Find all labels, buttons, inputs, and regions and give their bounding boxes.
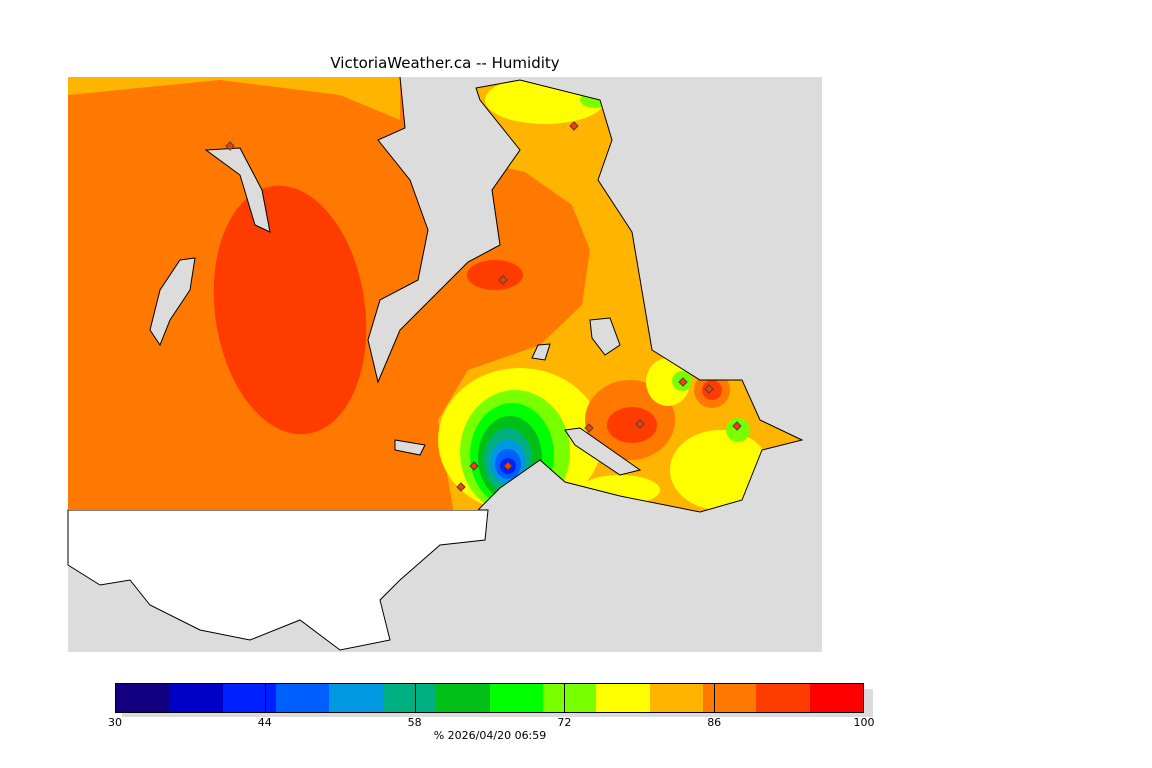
colorbar-swatch [382, 684, 437, 712]
colorbar-swatch [702, 684, 757, 712]
colorbar [115, 683, 864, 713]
colorbar-swatch [116, 684, 170, 712]
colorbar-swatch [222, 684, 277, 712]
station-markers [225, 121, 742, 492]
islands [149, 147, 642, 476]
colorbar-swatch [649, 684, 703, 712]
station-marker [456, 482, 466, 492]
olympic-peninsula-land [67, 509, 489, 651]
station-marker [732, 421, 742, 431]
colorbar-swatch [596, 684, 650, 712]
station-marker [503, 461, 513, 471]
station-marker [584, 423, 594, 433]
colorbar-tick [714, 683, 716, 713]
colorbar-swatch [169, 684, 223, 712]
colorbar-swatch [489, 684, 543, 712]
colorbar-swatch [436, 684, 490, 712]
station-marker [569, 121, 579, 131]
colorbar-tick-label: 44 [257, 716, 272, 729]
colorbar-swatch [329, 684, 383, 712]
station-marker [498, 275, 508, 285]
station-marker [469, 461, 479, 471]
colorbar-swatch [756, 684, 810, 712]
station-marker [225, 141, 235, 151]
humidity-map [67, 76, 822, 652]
colorbar-tick [564, 683, 566, 713]
colorbar-swatch [542, 684, 597, 712]
station-marker [704, 384, 714, 394]
timestamp-footer: % 2026/04/20 06:59 [433, 729, 547, 742]
colorbar-swatch [276, 684, 330, 712]
station-marker [678, 377, 688, 387]
coastline [367, 76, 804, 513]
colorbar-tick-label: 100 [853, 716, 875, 729]
station-marker [635, 419, 645, 429]
colorbar-tick-label: 30 [108, 716, 122, 729]
map-title: VictoriaWeather.ca -- Humidity [330, 54, 560, 72]
colorbar-tick [414, 683, 416, 713]
colorbar-tick-label: 58 [407, 716, 422, 729]
colorbar-tick [264, 683, 266, 713]
colorbar-tick-label: 86 [707, 716, 722, 729]
colorbar-tick-label: 72 [557, 716, 572, 729]
colorbar-swatch [809, 684, 864, 712]
